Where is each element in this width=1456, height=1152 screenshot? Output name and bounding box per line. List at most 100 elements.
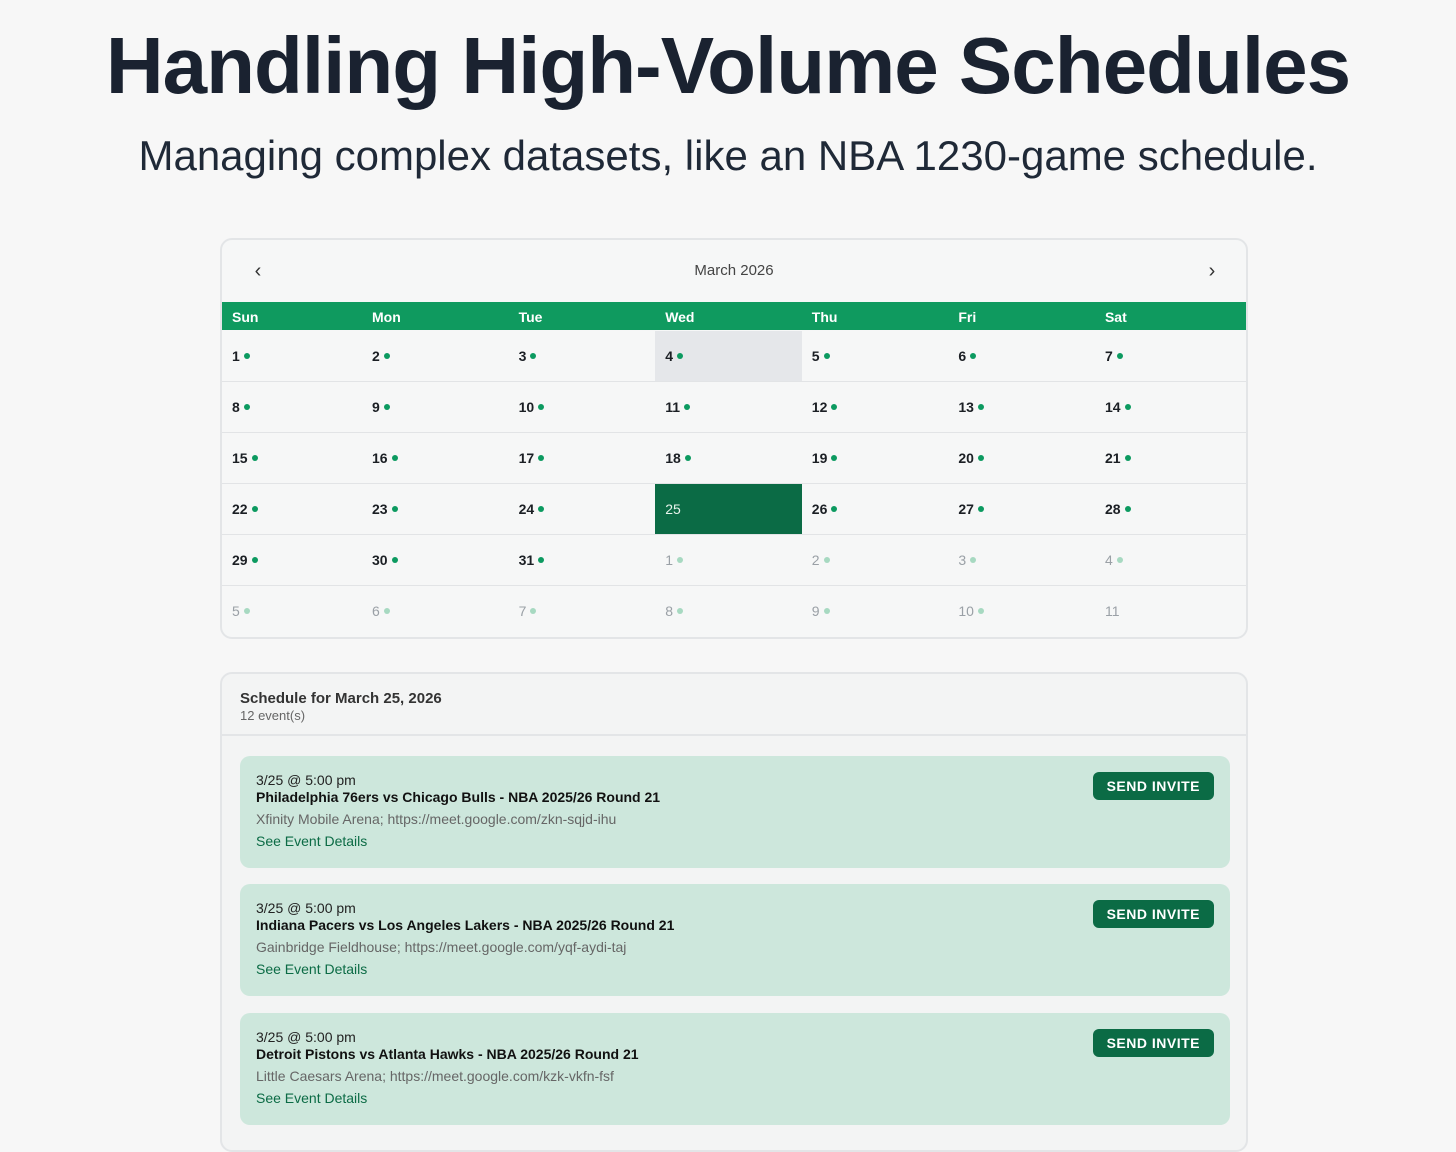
event-time: 3/25 @ 5:00 pm xyxy=(256,772,356,788)
calendar-day[interactable]: 2 xyxy=(362,331,509,381)
page-headline: Handling High-Volume Schedules xyxy=(105,21,1351,110)
calendar-day[interactable]: 10 xyxy=(509,382,656,432)
calendar-day[interactable]: 9 xyxy=(362,382,509,432)
calendar-day[interactable]: 9 xyxy=(802,586,949,637)
see-event-details-link[interactable]: See Event Details xyxy=(256,1090,368,1106)
calendar-day[interactable]: 19 xyxy=(802,433,949,483)
calendar-day[interactable]: 13 xyxy=(948,382,1095,432)
calendar-week-row: 22 23 24 25 26 27 28 xyxy=(222,484,1246,535)
day-number: 29 xyxy=(232,552,248,568)
calendar-day[interactable]: 21 xyxy=(1095,433,1242,483)
calendar-day[interactable]: 28 xyxy=(1095,484,1242,534)
calendar-day[interactable]: 7 xyxy=(1095,331,1242,381)
calendar: ‹ March 2026 › Sun Mon Tue Wed Thu Fri S… xyxy=(220,238,1248,639)
day-number: 1 xyxy=(232,348,240,364)
schedule-header: Schedule for March 25, 2026 12 event(s) xyxy=(222,674,1246,736)
calendar-day[interactable]: 5 xyxy=(222,586,362,637)
calendar-day[interactable]: 20 xyxy=(948,433,1095,483)
day-number: 9 xyxy=(372,399,380,415)
calendar-day[interactable]: 16 xyxy=(362,433,509,483)
calendar-day[interactable]: 1 xyxy=(222,331,362,381)
day-number: 21 xyxy=(1104,450,1121,466)
event-card: 3/25 @ 5:00 pm Philadelphia 76ers vs Chi… xyxy=(240,756,1230,868)
calendar-day[interactable]: 15 xyxy=(222,433,362,483)
day-number: 28 xyxy=(1104,501,1121,517)
day-number: 3 xyxy=(518,348,527,364)
day-number: 13 xyxy=(958,399,974,415)
calendar-day[interactable]: 8 xyxy=(222,382,362,432)
day-number: 16 xyxy=(372,450,388,466)
calendar-day[interactable]: 7 xyxy=(509,586,656,637)
event-dot-icon xyxy=(831,506,838,512)
send-invite-button[interactable]: SEND INVITE xyxy=(1092,1029,1214,1057)
calendar-day[interactable]: 6 xyxy=(362,586,509,637)
weekday-label: Wed xyxy=(665,309,695,325)
calendar-day[interactable]: 6 xyxy=(948,331,1095,381)
calendar-day[interactable]: 5 xyxy=(802,331,949,381)
weekday-label: Fri xyxy=(958,309,977,325)
prev-month-button[interactable]: ‹ xyxy=(254,260,262,282)
calendar-day[interactable]: 12 xyxy=(802,382,949,432)
day-number: 9 xyxy=(811,603,820,619)
calendar-day-selected[interactable]: 25 xyxy=(655,484,802,534)
event-dot-icon xyxy=(684,455,691,461)
day-number: 26 xyxy=(811,501,828,517)
calendar-day[interactable]: 31 xyxy=(509,535,656,585)
weekday-label: Mon xyxy=(372,309,401,325)
event-dot-icon xyxy=(251,557,258,563)
next-month-button[interactable]: › xyxy=(1208,260,1216,282)
calendar-header: ‹ March 2026 › xyxy=(222,240,1246,302)
event-dot-icon xyxy=(1124,506,1131,512)
day-number: 5 xyxy=(232,603,240,619)
day-number: 17 xyxy=(518,450,535,466)
calendar-day[interactable]: 30 xyxy=(362,535,509,585)
calendar-day[interactable]: 4 xyxy=(655,331,802,381)
day-number: 4 xyxy=(665,348,673,364)
calendar-day[interactable]: 3 xyxy=(509,331,656,381)
event-dot-icon xyxy=(391,557,398,563)
calendar-day[interactable]: 10 xyxy=(948,586,1095,637)
event-dot-icon xyxy=(391,506,398,512)
schedule-title: Schedule for March 25, 2026 xyxy=(240,690,442,707)
calendar-day[interactable]: 29 xyxy=(222,535,362,585)
calendar-week-row: 5 6 7 8 9 10 11 xyxy=(222,586,1246,637)
event-location: Xfinity Mobile Arena; https://meet.googl… xyxy=(256,811,617,827)
calendar-day[interactable]: 8 xyxy=(655,586,802,637)
day-number: 20 xyxy=(958,450,974,466)
event-dot-icon xyxy=(1116,353,1123,359)
calendar-day[interactable]: 4 xyxy=(1095,535,1242,585)
calendar-day[interactable]: 1 xyxy=(655,535,802,585)
event-dot-icon xyxy=(243,404,250,410)
calendar-day[interactable]: 23 xyxy=(362,484,509,534)
calendar-day[interactable]: 2 xyxy=(802,535,949,585)
calendar-day[interactable]: 26 xyxy=(802,484,949,534)
calendar-day[interactable]: 24 xyxy=(509,484,656,534)
see-event-details-link[interactable]: See Event Details xyxy=(256,961,368,977)
calendar-day[interactable]: 17 xyxy=(509,433,656,483)
calendar-day[interactable]: 3 xyxy=(948,535,1095,585)
see-event-details-link[interactable]: See Event Details xyxy=(256,833,368,849)
day-number: 19 xyxy=(811,450,828,466)
calendar-day[interactable]: 27 xyxy=(948,484,1095,534)
schedule-panel: Schedule for March 25, 2026 12 event(s) … xyxy=(220,672,1248,1152)
calendar-day[interactable]: 14 xyxy=(1095,382,1242,432)
event-dot-icon xyxy=(970,353,977,359)
weekday-label: Sat xyxy=(1104,309,1127,325)
calendar-day[interactable]: 11 xyxy=(1095,586,1242,637)
event-dot-icon xyxy=(676,557,683,563)
event-card: 3/25 @ 5:00 pm Indiana Pacers vs Los Ang… xyxy=(240,884,1230,996)
event-title: Indiana Pacers vs Los Angeles Lakers - N… xyxy=(256,917,675,933)
event-dot-icon xyxy=(977,455,984,461)
calendar-day[interactable]: 22 xyxy=(222,484,362,534)
send-invite-button[interactable]: SEND INVITE xyxy=(1092,772,1214,800)
event-dot-icon xyxy=(977,608,984,614)
event-title: Philadelphia 76ers vs Chicago Bulls - NB… xyxy=(256,789,661,805)
send-invite-button[interactable]: SEND INVITE xyxy=(1092,900,1214,928)
calendar-day[interactable]: 18 xyxy=(655,433,802,483)
event-dot-icon xyxy=(1124,455,1131,461)
event-dot-icon xyxy=(251,455,258,461)
event-dot-icon xyxy=(970,557,977,563)
event-location: Gainbridge Fieldhouse; https://meet.goog… xyxy=(256,939,627,955)
weekday-label: Sun xyxy=(232,309,259,325)
calendar-day[interactable]: 11 xyxy=(655,382,802,432)
